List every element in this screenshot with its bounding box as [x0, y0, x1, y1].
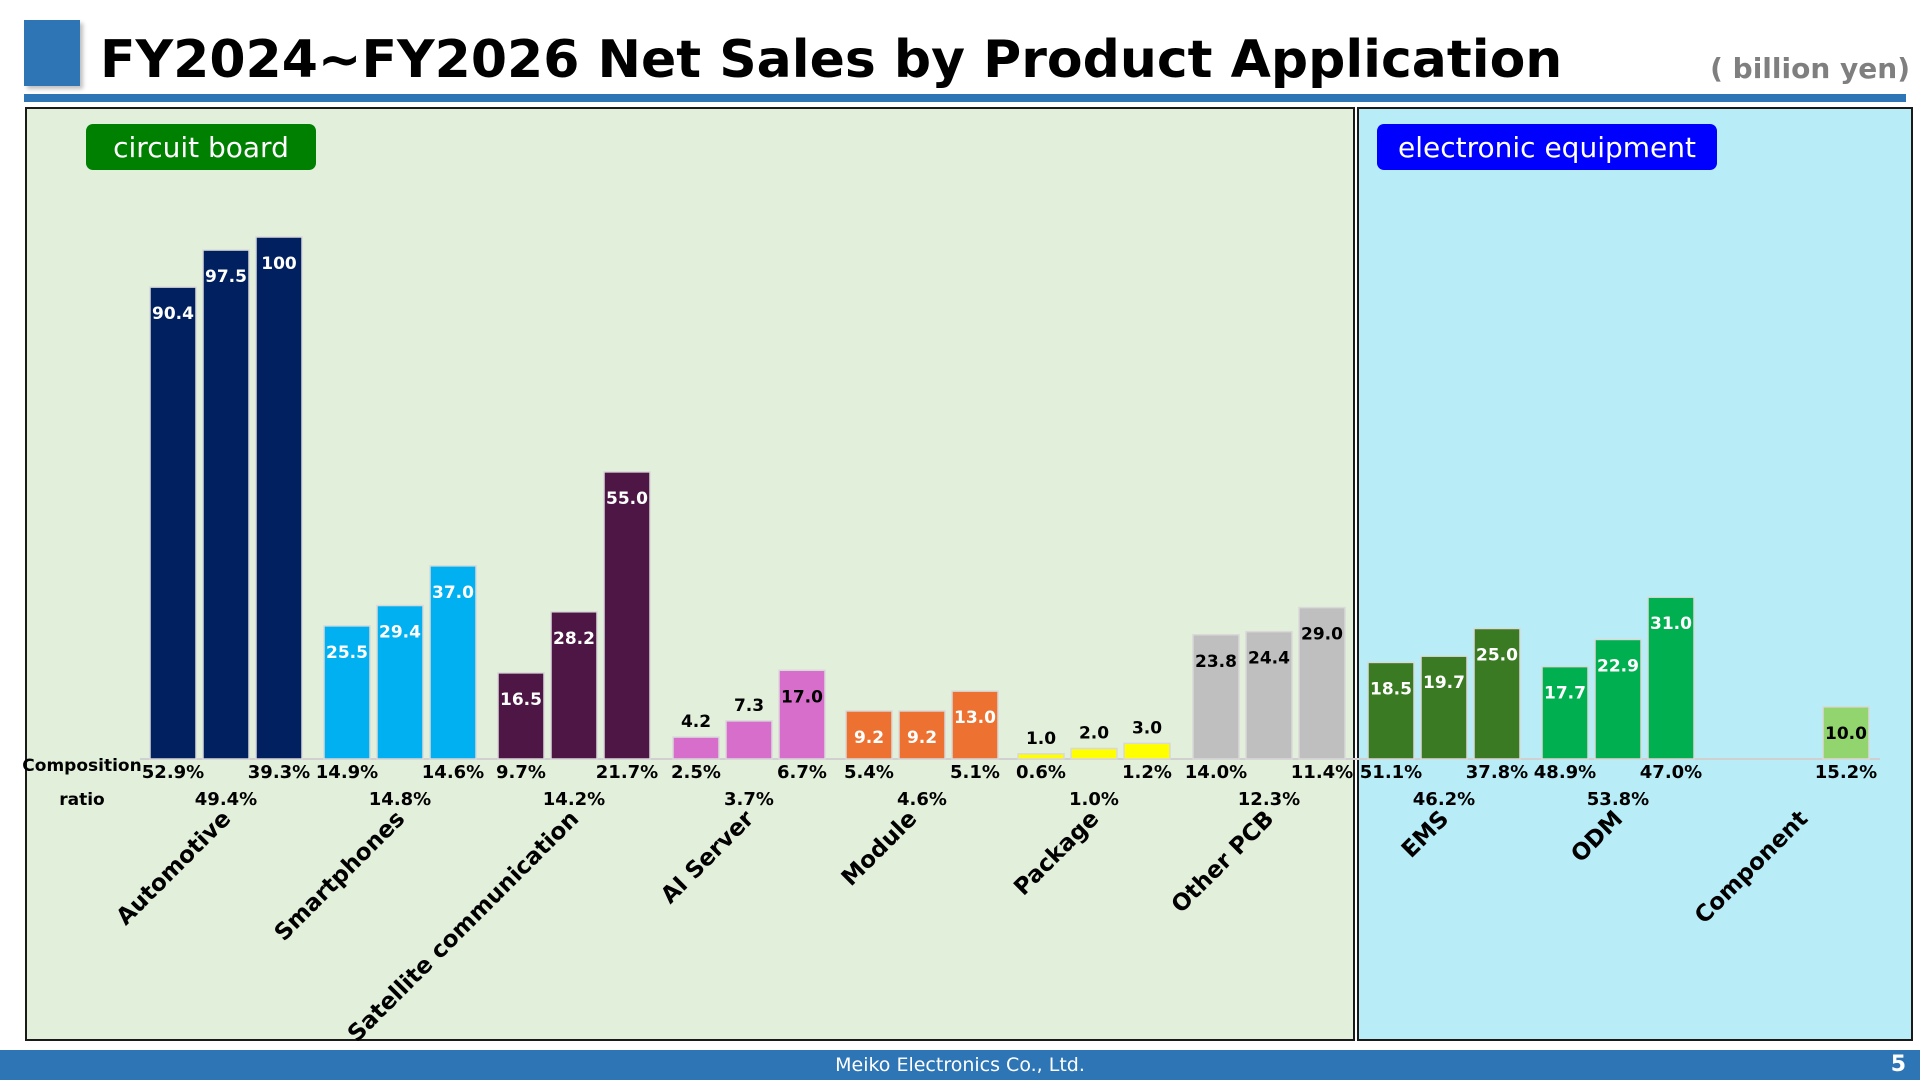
ratio-module-1: 4.6% [897, 789, 947, 810]
page-number: 5 [1890, 1052, 1906, 1077]
unit-label: ( billion yen) [1710, 52, 1910, 85]
ratio-smartphones-0: 14.9% [316, 762, 378, 783]
circuit-board-tag-label: circuit board [113, 131, 289, 164]
data-label-odm-0: 17.7 [1544, 684, 1586, 704]
data-label-package-2: 3.0 [1132, 718, 1162, 738]
data-label-satellite-communication-2: 55.0 [606, 489, 648, 509]
ratio-odm-2: 47.0% [1640, 762, 1702, 783]
bar-other-pcb-0 [1192, 634, 1240, 760]
bar-smartphones-2 [429, 565, 477, 760]
bar-ai-server-1 [725, 720, 773, 760]
ratio-other-pcb-2: 11.4% [1291, 762, 1353, 783]
data-label-ai-server-0: 4.2 [681, 712, 711, 732]
bar-ems-2 [1473, 627, 1521, 760]
bar-satellite-communication-0 [497, 672, 545, 760]
bar-satellite-communication-1 [550, 611, 598, 760]
data-label-ai-server-2: 17.0 [781, 687, 823, 707]
bar-automotive-0 [149, 286, 197, 760]
data-label-module-2: 13.0 [954, 708, 996, 728]
data-label-automotive-1: 97.5 [205, 267, 247, 287]
bar-automotive-1 [202, 249, 250, 760]
electronic-equipment-panel [1357, 107, 1913, 1041]
bar-module-0 [845, 710, 893, 760]
bar-module-2 [951, 690, 999, 760]
data-label-satellite-communication-1: 28.2 [553, 629, 595, 649]
bar-ai-server-2 [778, 669, 826, 760]
ratio-automotive-2: 39.3% [248, 762, 310, 783]
data-label-automotive-2: 100 [261, 254, 297, 274]
bar-other-pcb-1 [1245, 630, 1293, 760]
ratio-other-pcb-0: 14.0% [1185, 762, 1247, 783]
footer-bar [0, 1050, 1920, 1080]
bar-package-2 [1123, 742, 1171, 760]
electronic-equipment-tag [1377, 124, 1717, 170]
data-label-satellite-communication-0: 16.5 [500, 690, 542, 710]
data-label-ems-0: 18.5 [1370, 679, 1412, 699]
bar-package-0 [1017, 753, 1065, 760]
bar-ai-server-0 [672, 736, 720, 760]
data-label-component-2: 10.0 [1825, 724, 1867, 744]
bar-module-1 [898, 710, 946, 760]
bar-component-2 [1822, 706, 1870, 760]
data-label-smartphones-2: 37.0 [432, 583, 474, 603]
ratio-ai-server-1: 3.7% [724, 789, 774, 810]
ratio-smartphones-1: 14.8% [369, 789, 431, 810]
data-label-package-0: 1.0 [1026, 729, 1056, 749]
ratio-module-2: 5.1% [950, 762, 1000, 783]
page-title: FY2024~FY2026 Net Sales by Product Appli… [100, 30, 1563, 90]
ratio-satellite-communication-2: 21.7% [596, 762, 658, 783]
ratio-ems-2: 37.8% [1466, 762, 1528, 783]
bar-satellite-communication-2 [603, 471, 651, 760]
ratio-ai-server-0: 2.5% [671, 762, 721, 783]
ratio-component-2: 15.2% [1815, 762, 1877, 783]
ratio-satellite-communication-1: 14.2% [543, 789, 605, 810]
bar-smartphones-1 [376, 604, 424, 760]
ratio-odm-0: 48.9% [1534, 762, 1596, 783]
bar-smartphones-0 [323, 625, 371, 760]
data-label-ems-2: 25.0 [1476, 646, 1518, 666]
ratio-package-1: 1.0% [1069, 789, 1119, 810]
ratio-ems-0: 51.1% [1360, 762, 1422, 783]
ratio-other-pcb-1: 12.3% [1238, 789, 1300, 810]
data-label-ai-server-1: 7.3 [734, 696, 764, 716]
data-label-other-pcb-1: 24.4 [1248, 649, 1290, 669]
ratio-ems-1: 46.2% [1413, 789, 1475, 810]
ratio-automotive-1: 49.4% [195, 789, 257, 810]
data-label-module-0: 9.2 [854, 728, 884, 748]
title-underline [24, 94, 1906, 102]
data-label-odm-1: 22.9 [1597, 656, 1639, 676]
bar-odm-2 [1647, 596, 1695, 760]
data-label-other-pcb-0: 23.8 [1195, 652, 1237, 672]
sales-chart: circuit board electronic equipment Compo… [22, 107, 1913, 1047]
bar-package-1 [1070, 747, 1118, 760]
bar-odm-1 [1594, 638, 1642, 760]
title-accent-square [24, 20, 80, 86]
ratio-satellite-communication-0: 9.7% [496, 762, 546, 783]
company-name: Meiko Electronics Co., Ltd. [835, 1054, 1085, 1076]
composition-label: Composition [22, 756, 141, 776]
bar-automotive-2 [255, 236, 303, 760]
electronic-equipment-tag-label: electronic equipment [1398, 131, 1696, 164]
data-label-ems-1: 19.7 [1423, 673, 1465, 693]
ratio-label: ratio [59, 790, 105, 810]
bar-other-pcb-2 [1298, 606, 1346, 760]
data-label-smartphones-1: 29.4 [379, 623, 421, 643]
ratio-package-0: 0.6% [1016, 762, 1066, 783]
data-label-other-pcb-2: 29.0 [1301, 625, 1343, 645]
ratio-package-2: 1.2% [1122, 762, 1172, 783]
ratio-module-0: 5.4% [844, 762, 894, 783]
data-label-odm-2: 31.0 [1650, 614, 1692, 634]
ratio-ai-server-2: 6.7% [777, 762, 827, 783]
ratio-automotive-0: 52.9% [142, 762, 204, 783]
circuit-board-tag [86, 124, 316, 170]
bar-ems-0 [1367, 661, 1415, 760]
bar-ems-1 [1420, 655, 1468, 760]
bar-odm-0 [1541, 665, 1589, 760]
data-label-automotive-0: 90.4 [152, 304, 194, 324]
ratio-odm-1: 53.8% [1587, 789, 1649, 810]
data-label-package-1: 2.0 [1079, 724, 1109, 744]
data-label-smartphones-0: 25.5 [326, 643, 368, 663]
ratio-smartphones-2: 14.6% [422, 762, 484, 783]
data-label-module-1: 9.2 [907, 728, 937, 748]
